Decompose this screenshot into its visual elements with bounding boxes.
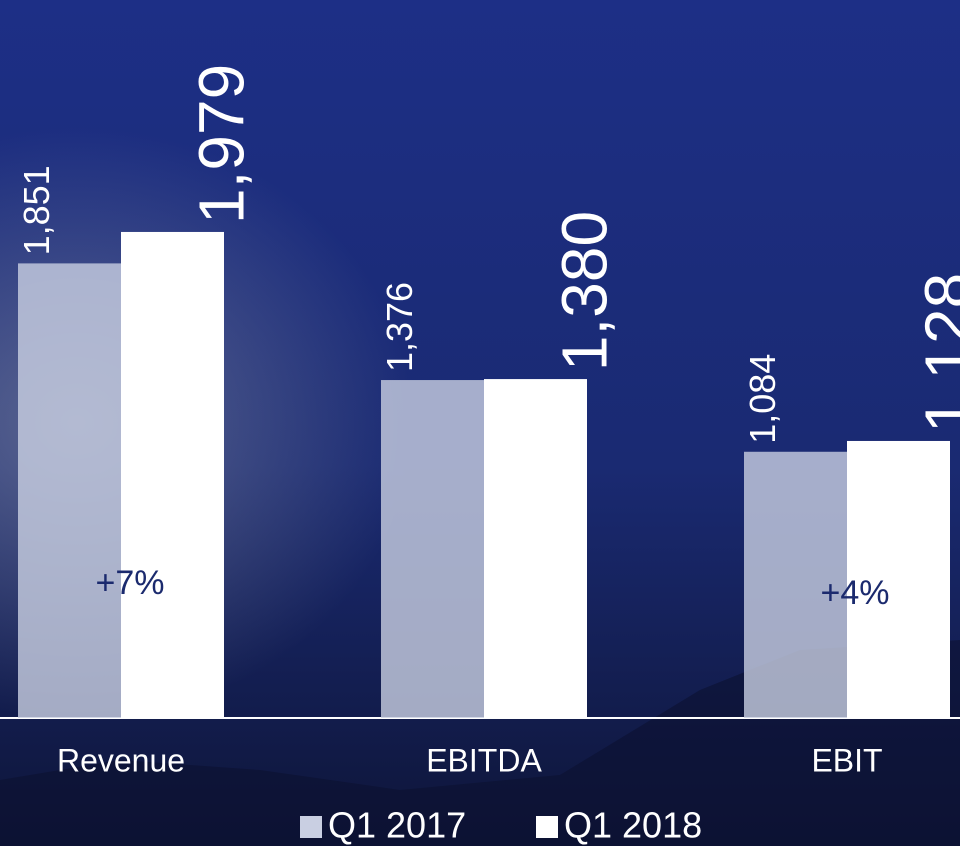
legend-label: Q1 2018 xyxy=(564,805,702,846)
value-label: 1,380 xyxy=(548,211,620,371)
x-tick-label: EBIT xyxy=(811,742,882,778)
background-silhouette xyxy=(0,640,960,846)
value-label: 1,851 xyxy=(16,165,57,255)
legend-label: Q1 2017 xyxy=(328,805,466,846)
bar xyxy=(121,231,224,719)
legend-swatch xyxy=(536,816,558,838)
bar xyxy=(744,451,847,718)
bar xyxy=(847,440,950,718)
bar xyxy=(381,380,484,718)
bar xyxy=(18,263,121,718)
x-tick-label: Revenue xyxy=(57,742,185,778)
annotation: +7% xyxy=(96,564,165,602)
annotation: +4% xyxy=(821,574,890,612)
legend-swatch xyxy=(300,816,322,838)
value-label: 1,979 xyxy=(185,64,257,224)
value-label: 1,376 xyxy=(379,282,420,372)
bar xyxy=(484,379,587,718)
x-tick-label: EBITDA xyxy=(426,742,542,778)
value-label: 1,084 xyxy=(742,354,783,444)
value-label: 1,128 xyxy=(911,273,960,433)
